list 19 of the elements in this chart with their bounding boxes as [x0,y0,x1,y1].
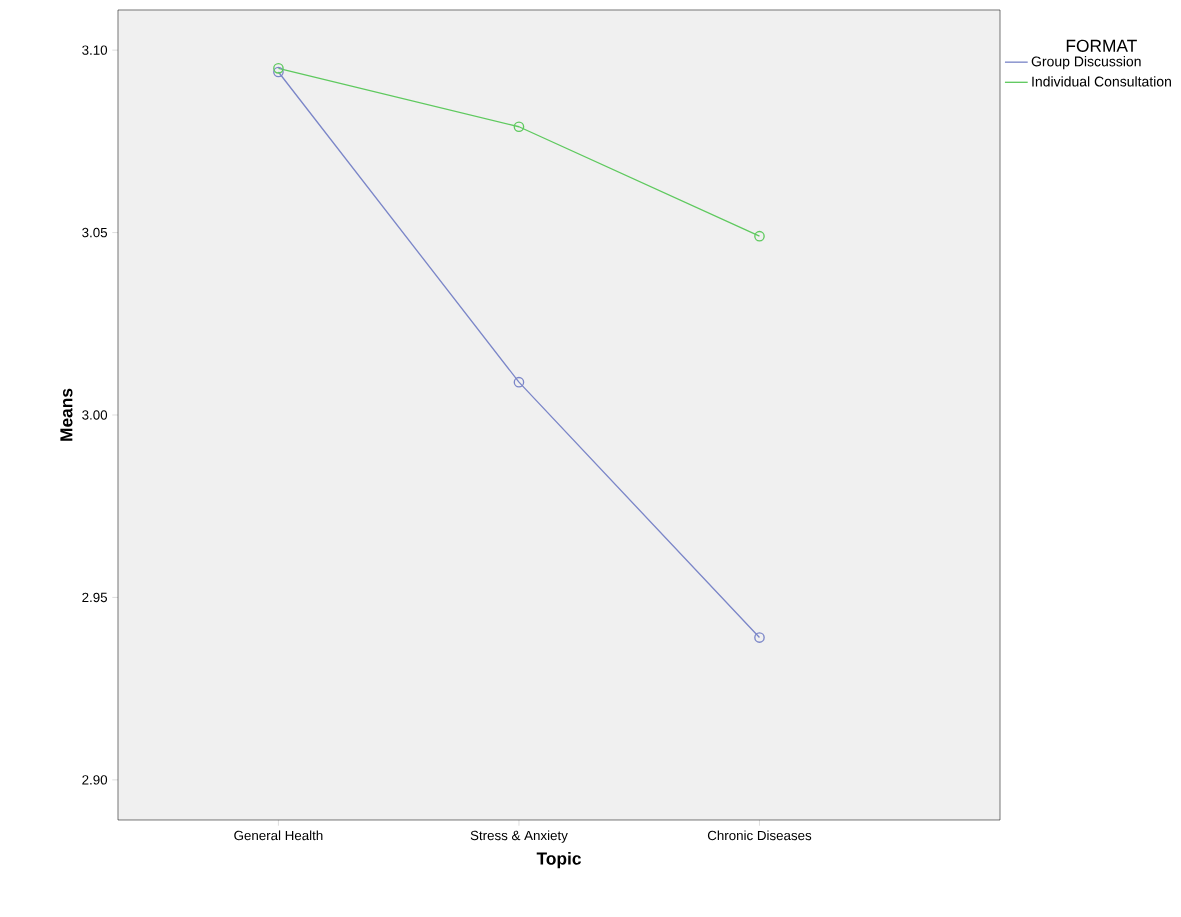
x-tick-label: Stress & Anxiety [470,830,568,843]
x-axis-title: Topic [536,851,581,869]
legend-title: FORMAT [1066,39,1137,52]
y-tick-label: 3.00 [82,410,108,420]
y-tick-label: 3.10 [82,45,108,55]
point [513,121,525,133]
y-tick-label: 2.95 [82,592,108,603]
point [273,66,284,78]
point [754,632,765,643]
point [754,230,765,242]
y-axis-title: Means [60,388,73,441]
x-tick-label: General Health [234,830,323,841]
y-tick-label: 2.90 [82,775,108,785]
legend-label: Group Discussion [1031,56,1141,70]
point [273,63,284,74]
legend-label: Individual Consultation [1032,76,1171,87]
point [513,376,525,388]
y-tick-label: 3.05 [82,227,108,238]
x-tick-label: Chronic Diseases [707,830,812,841]
